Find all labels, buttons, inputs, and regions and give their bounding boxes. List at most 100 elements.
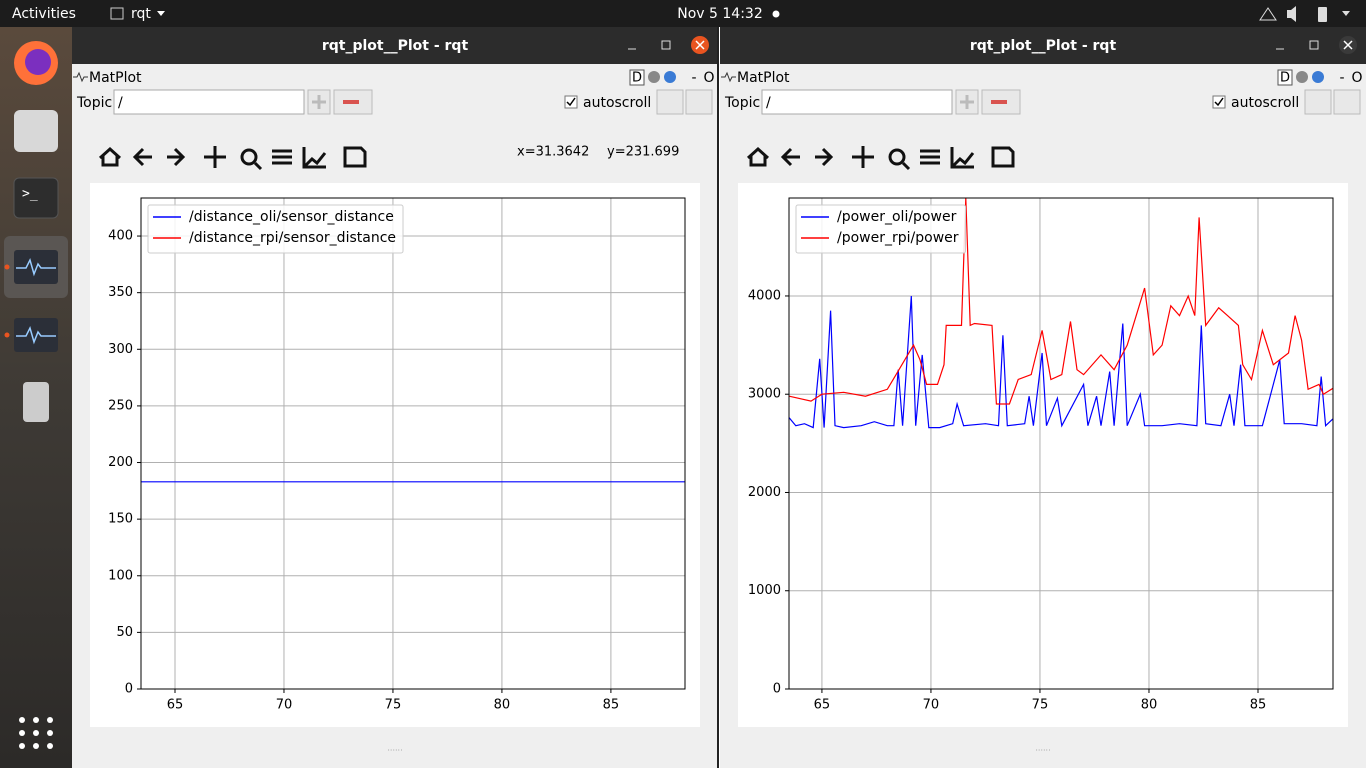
plugin-reload[interactable] — [1296, 71, 1308, 83]
clear-button[interactable] — [1333, 89, 1361, 115]
legend-label: /power_oli/power — [837, 209, 957, 225]
plugin-icon — [73, 71, 88, 83]
legend — [147, 204, 404, 254]
firefox-icon-inner — [25, 49, 51, 75]
topic-label: Topic — [724, 95, 760, 111]
forward-button[interactable] — [815, 147, 834, 167]
autoscroll-label: autoscroll — [583, 95, 651, 111]
add-plus — [312, 95, 326, 109]
resize-grip: ...... — [1035, 744, 1050, 753]
chart: 65 70 75 80 85 0 50 100 150 200 250 300 350 400/dista… — [108, 197, 686, 713]
data-line — [789, 295, 1333, 429]
save-button[interactable] — [991, 146, 1015, 168]
plugin-control[interactable]: O — [703, 70, 714, 86]
window-title: rqt_plot__Plot - rqt — [970, 38, 1117, 54]
usb-icon[interactable] — [23, 382, 49, 422]
maximize-button[interactable] — [661, 40, 671, 50]
y-tick-label: 2000 — [748, 485, 781, 500]
x-tick-label: 80 — [494, 698, 511, 713]
subplots-button[interactable] — [272, 149, 292, 165]
plugin-control[interactable]: O — [1351, 70, 1362, 86]
topic-label: Topic — [76, 95, 112, 111]
y-tick-label: 300 — [108, 342, 133, 357]
save-button[interactable] — [343, 146, 367, 168]
topic-value: / — [118, 95, 123, 111]
autoscroll-checkbox[interactable] — [564, 95, 578, 109]
rqt-icon-wave — [16, 325, 56, 345]
terminal-icon[interactable] — [13, 177, 59, 219]
topic-input[interactable] — [761, 89, 953, 115]
autoscroll-checkbox[interactable] — [1212, 95, 1226, 109]
files-icon[interactable] — [14, 110, 58, 152]
app-menu[interactable]: rqt — [131, 6, 151, 22]
pause-button[interactable] — [1304, 89, 1332, 115]
remove-minus — [343, 100, 359, 104]
plugin-control[interactable]: - — [1339, 70, 1344, 86]
show-apps[interactable] — [19, 717, 53, 749]
legend-label: /power_rpi/power — [837, 230, 959, 246]
zoom-button[interactable] — [253, 161, 263, 171]
pan-button[interactable] — [852, 146, 874, 168]
plot-canvas — [90, 183, 700, 727]
pan-button[interactable] — [204, 146, 226, 168]
terminal-prompt: >_ — [22, 187, 38, 202]
zoom-lens — [888, 148, 906, 166]
home-button[interactable] — [746, 146, 770, 167]
back-button[interactable] — [780, 147, 800, 167]
clear-button[interactable] — [685, 89, 713, 115]
y-tick-label: 250 — [108, 398, 133, 413]
pause-button[interactable] — [656, 89, 684, 115]
forward-button[interactable] — [167, 147, 186, 167]
topic-input[interactable] — [113, 89, 305, 115]
cursor-coordinate: y=231.699 — [607, 145, 679, 160]
autoscroll-label: autoscroll — [1231, 95, 1299, 111]
add-plus — [960, 95, 974, 109]
x-tick-label: 65 — [167, 698, 184, 713]
axes-button[interactable] — [950, 147, 975, 169]
y-tick-label: 200 — [108, 455, 133, 470]
x-tick-label: 75 — [385, 698, 402, 713]
x-tick-label: 70 — [276, 698, 293, 713]
plugin-help[interactable] — [664, 71, 676, 83]
legend — [795, 204, 967, 254]
home-button[interactable] — [98, 146, 122, 167]
zoom-lens — [240, 148, 258, 166]
legend-label: /distance_oli/sensor_distance — [189, 209, 394, 225]
close-x — [695, 40, 705, 50]
axes-button[interactable] — [302, 147, 327, 169]
system-tray[interactable] — [1259, 6, 1350, 22]
zoom-button[interactable] — [901, 161, 911, 171]
y-tick-label: 100 — [108, 568, 133, 583]
axes-frame — [788, 197, 1334, 690]
subplots-button[interactable] — [920, 149, 940, 165]
clock[interactable]: Nov 5 14:32 — [677, 6, 762, 22]
resize-grip: ...... — [387, 744, 402, 753]
y-tick-label: 400 — [108, 229, 133, 244]
check-mark — [1214, 97, 1224, 107]
x-tick-label: 80 — [1141, 698, 1158, 713]
y-tick-label: 4000 — [748, 288, 781, 303]
plugin-name: MatPlot — [737, 70, 790, 86]
app-icon — [110, 7, 124, 20]
notification-dot — [772, 10, 780, 18]
plugin-control[interactable]: D — [632, 71, 642, 86]
plugin-name: MatPlot — [89, 70, 142, 86]
axes-frame — [140, 197, 686, 690]
x-tick-label: 85 — [603, 698, 620, 713]
running-dot — [4, 264, 10, 270]
activities[interactable]: Activities — [12, 6, 76, 22]
plugin-control[interactable]: D — [1280, 71, 1290, 86]
running-dot — [4, 332, 10, 338]
y-tick-label: 0 — [125, 682, 133, 697]
plugin-control-box — [1277, 69, 1293, 86]
remove-minus — [991, 100, 1007, 104]
back-button[interactable] — [132, 147, 152, 167]
plugin-help[interactable] — [1312, 71, 1324, 83]
topic-value: / — [766, 95, 771, 111]
plugin-reload[interactable] — [648, 71, 660, 83]
maximize-button[interactable] — [1309, 40, 1319, 50]
top-bar — [0, 0, 1366, 27]
plugin-control[interactable]: - — [691, 70, 696, 86]
close-x — [1343, 40, 1353, 50]
